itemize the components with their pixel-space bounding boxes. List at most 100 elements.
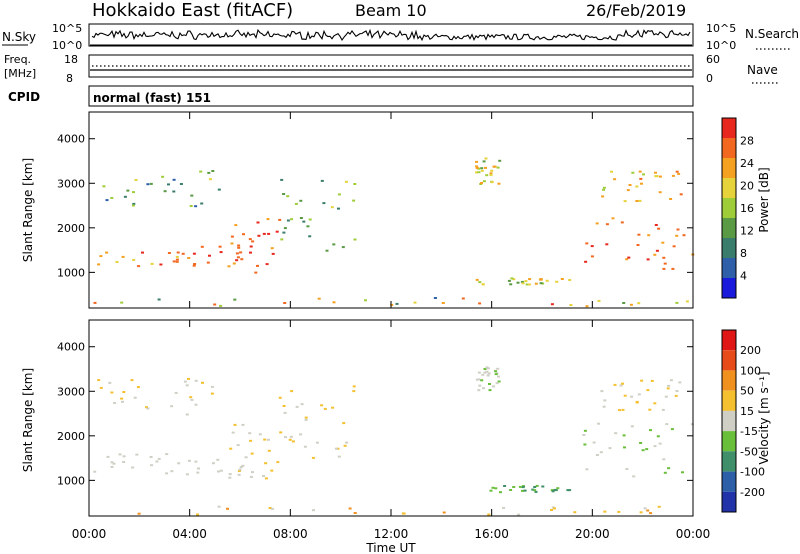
heatmap-cell <box>625 258 629 261</box>
heatmap-cell <box>509 489 513 491</box>
heatmap-cell <box>635 185 639 188</box>
heatmap-cell <box>646 509 650 512</box>
heatmap-cell <box>585 242 589 245</box>
heatmap-cell <box>163 190 167 193</box>
heatmap-cell <box>135 453 139 456</box>
heatmap-cell <box>132 258 136 261</box>
heatmap-cell <box>490 169 494 172</box>
heatmap-cell <box>258 433 262 436</box>
heatmap-cell <box>637 233 641 236</box>
heatmap-cell <box>533 489 537 492</box>
x-tick-label: 12:00 <box>374 527 409 541</box>
heatmap-cell <box>193 263 197 265</box>
heatmap-cell <box>682 234 686 237</box>
heatmap-cell <box>590 245 594 248</box>
x-tick-label: 00:00 <box>676 527 711 541</box>
heatmap-cell <box>183 380 187 383</box>
heatmap-cell <box>110 461 114 464</box>
heatmap-cell <box>131 466 135 469</box>
heatmap-cell <box>93 301 97 304</box>
colorbar-tick-label: 4 <box>740 270 747 283</box>
heatmap-cell <box>249 245 253 248</box>
heatmap-cell <box>187 257 191 259</box>
heatmap-cell <box>413 301 417 304</box>
heatmap-cell <box>110 197 114 199</box>
heatmap-cell <box>535 484 539 487</box>
heatmap-cell <box>538 278 542 281</box>
heatmap-cell <box>665 423 669 426</box>
heatmap-cell <box>283 411 287 414</box>
heatmap-cell <box>265 263 269 266</box>
colorbar-tick-label: 50 <box>740 385 754 398</box>
heatmap-cell <box>238 468 242 471</box>
heatmap-cell <box>568 489 572 492</box>
heatmap-cell <box>210 385 214 388</box>
noise-top-tick: 10^5 <box>52 22 82 35</box>
heatmap-cell <box>481 373 485 376</box>
heatmap-cell <box>605 223 609 226</box>
heatmap-cell <box>264 462 268 465</box>
heatmap-cell <box>126 189 130 192</box>
heatmap-cell <box>219 251 223 254</box>
heatmap-cell <box>497 375 500 378</box>
heatmap-cell <box>337 455 341 458</box>
heatmap-cell <box>631 171 635 174</box>
heatmap-cell <box>146 407 150 410</box>
heatmap-cell <box>118 453 122 456</box>
heatmap-cell <box>130 379 134 382</box>
heatmap-cell <box>167 183 170 186</box>
heatmap-cell <box>330 206 334 209</box>
heatmap-cell <box>122 391 126 393</box>
heatmap-cell <box>489 172 493 175</box>
heatmap-cell <box>482 180 486 183</box>
heatmap-cell <box>489 173 493 176</box>
heatmap-cell <box>502 506 506 509</box>
heatmap-cell <box>132 191 135 194</box>
heatmap-cell <box>133 396 137 399</box>
heatmap-cell <box>675 170 679 173</box>
heatmap-cell <box>516 281 520 284</box>
heatmap-cell <box>249 439 253 442</box>
heatmap-cell <box>626 189 630 192</box>
heatmap-cell <box>623 200 627 203</box>
heatmap-cell <box>674 394 678 397</box>
heatmap-cell <box>617 510 621 513</box>
heatmap-cell <box>493 165 497 168</box>
colorbar-tick-label: -50 <box>740 445 758 458</box>
heatmap-cell <box>120 301 124 304</box>
heatmap-cell <box>480 379 484 382</box>
heatmap-cell <box>488 383 491 385</box>
heatmap-cell <box>251 240 255 243</box>
heatmap-cell <box>655 175 659 178</box>
heatmap-cell <box>217 188 221 191</box>
heatmap-cell <box>595 454 599 456</box>
heatmap-cell <box>299 433 303 436</box>
power-y-ticks: 4000 3000 2000 1000 <box>57 133 693 279</box>
heatmap-cell <box>213 303 217 306</box>
colorbar-segment <box>722 178 736 198</box>
heatmap-cell <box>669 379 673 382</box>
velocity-colorbar: 200 100 50 15 -15 -50 -100 -200 Velocity [m s⁻¹… <box>721 329 771 513</box>
heatmap-cell <box>185 473 189 476</box>
heatmap-cell <box>276 461 280 464</box>
noise-left-label: N.Sky <box>2 30 36 44</box>
heatmap-cell <box>488 389 492 392</box>
heatmap-cell <box>219 469 223 472</box>
heatmap-cell <box>190 398 194 401</box>
y-tick-label: 4000 <box>57 133 85 146</box>
heatmap-cell <box>165 453 169 456</box>
heatmap-cell <box>641 449 645 452</box>
velocity-heatmap-cells <box>93 366 694 516</box>
heatmap-cell <box>553 507 556 510</box>
colorbar-tick-label: -15 <box>740 425 758 438</box>
heatmap-cell <box>256 221 260 224</box>
heatmap-cell <box>521 489 524 492</box>
heatmap-cell <box>512 278 516 281</box>
heatmap-cell <box>483 371 487 374</box>
heatmap-cell <box>290 390 294 393</box>
heatmap-cell <box>597 422 601 425</box>
heatmap-cell <box>531 488 535 491</box>
heatmap-cell <box>613 383 617 386</box>
y-tick-label: 1000 <box>57 266 85 279</box>
heatmap-cell <box>646 389 650 392</box>
